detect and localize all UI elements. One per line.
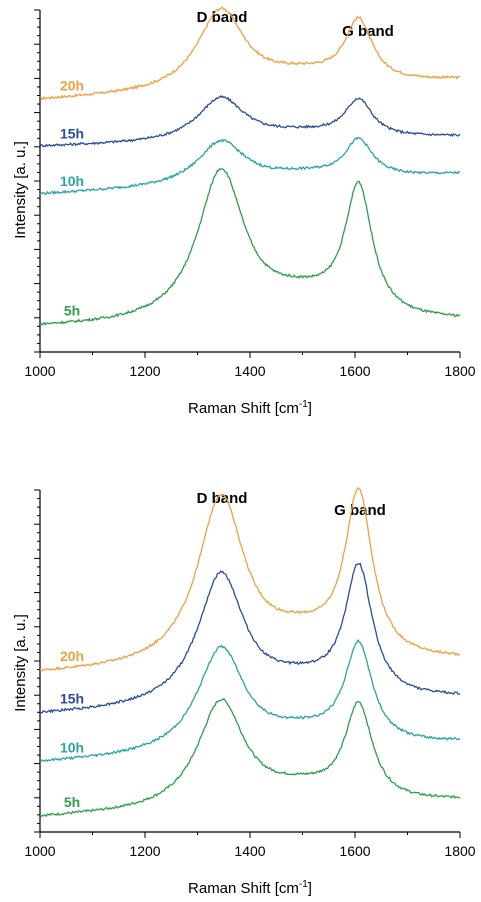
x-tick-label: 1000 bbox=[24, 363, 55, 379]
series-line-5h bbox=[39, 168, 461, 326]
series-line-15h bbox=[39, 562, 461, 714]
x-tick-label: 1200 bbox=[129, 363, 160, 379]
series-line-5h bbox=[39, 697, 461, 818]
series-label-20h: 20h bbox=[60, 77, 84, 93]
x-tick-label: 1600 bbox=[339, 843, 370, 859]
y-axis-title-text: Intensity [a. u.] bbox=[12, 614, 29, 712]
x-tick-label: 1800 bbox=[444, 363, 475, 379]
series-label-5h: 5h bbox=[64, 302, 80, 318]
series-line-10h bbox=[39, 136, 460, 196]
series-label-15h: 15h bbox=[60, 691, 84, 707]
series-label-10h: 10h bbox=[60, 173, 84, 189]
x-tick-label: 1400 bbox=[234, 843, 265, 859]
g-band-label: G band bbox=[334, 502, 386, 519]
y-axis-title-text: Intensity [a. u.] bbox=[12, 141, 29, 239]
d-band-label: D band bbox=[197, 9, 248, 26]
series-label-20h: 20h bbox=[60, 648, 84, 664]
x-tick-label: 1200 bbox=[129, 843, 160, 859]
x-tick-label: 1400 bbox=[234, 363, 265, 379]
series-line-15h bbox=[39, 95, 461, 148]
series-line-20h bbox=[39, 6, 461, 101]
x-tick-label: 1000 bbox=[24, 843, 55, 859]
series-line-10h bbox=[39, 638, 461, 763]
series-label-10h: 10h bbox=[60, 739, 84, 755]
series-line-20h bbox=[39, 486, 461, 672]
x-axis-title: Raman Shift [cm-1] bbox=[188, 399, 312, 417]
x-tick-label: 1800 bbox=[444, 843, 475, 859]
x-tick-label: 1600 bbox=[339, 363, 370, 379]
d-band-label: D band bbox=[197, 490, 248, 507]
raman-chart-bottom: Intensity [a. u.] Raman Shift [cm-1] D b… bbox=[12, 486, 476, 897]
raman-chart-top: Intensity [a. u.] Raman Shift [cm-1] D b… bbox=[12, 6, 476, 417]
series-label-5h: 5h bbox=[64, 794, 80, 810]
x-axis-title: Raman Shift [cm-1] bbox=[188, 879, 312, 897]
y-axis-title: Intensity [a. u.] bbox=[12, 614, 29, 712]
y-axis-title: Intensity [a. u.] bbox=[12, 141, 29, 239]
series-label-15h: 15h bbox=[60, 126, 84, 142]
